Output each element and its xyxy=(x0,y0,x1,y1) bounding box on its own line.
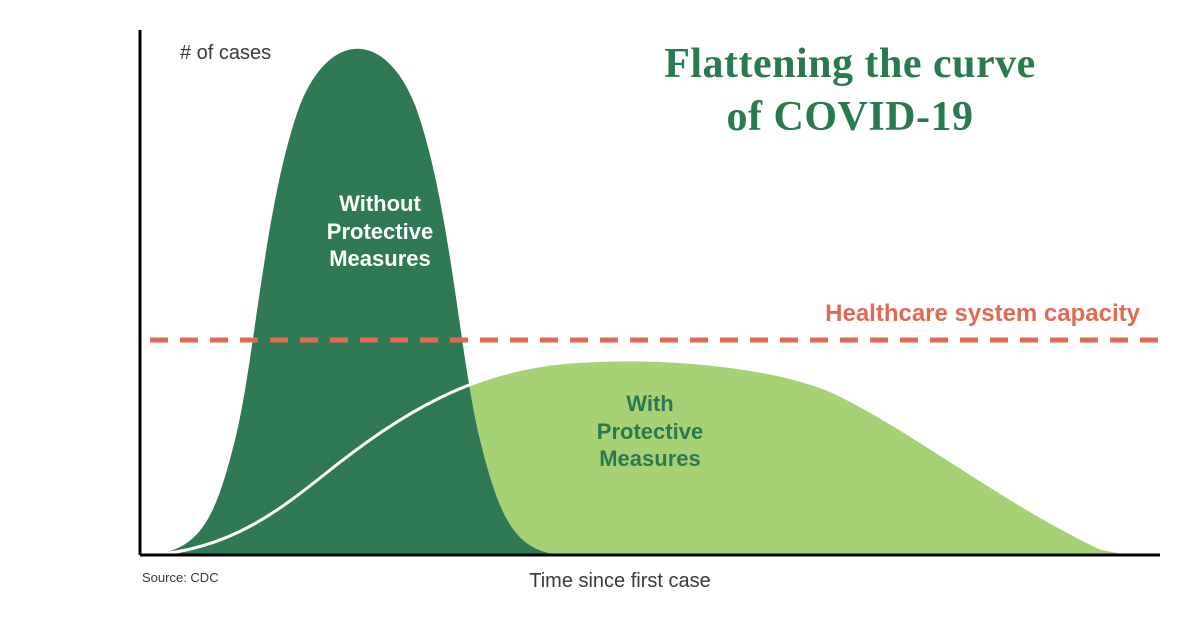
label-without-line2: Protective xyxy=(327,219,433,244)
y-axis-label: # of cases xyxy=(180,42,271,65)
label-without-line3: Measures xyxy=(329,246,431,271)
chart-title: Flattening the curve of COVID-19 xyxy=(530,38,1170,143)
label-without-line1: Without xyxy=(339,191,421,216)
label-with-line1: With xyxy=(626,391,673,416)
title-line-2: of COVID-19 xyxy=(727,94,974,140)
x-axis-label: Time since first case xyxy=(470,570,770,593)
title-line-1: Flattening the curve xyxy=(664,41,1036,87)
source-attribution: Source: CDC xyxy=(142,570,219,585)
label-without-measures: Without Protective Measures xyxy=(280,190,480,273)
capacity-label: Healthcare system capacity xyxy=(640,300,1140,328)
label-with-line2: Protective xyxy=(597,419,703,444)
label-with-line3: Measures xyxy=(599,446,701,471)
infographic-stage: Flattening the curve of COVID-19 # of ca… xyxy=(0,0,1200,630)
label-with-measures: With Protective Measures xyxy=(550,390,750,473)
